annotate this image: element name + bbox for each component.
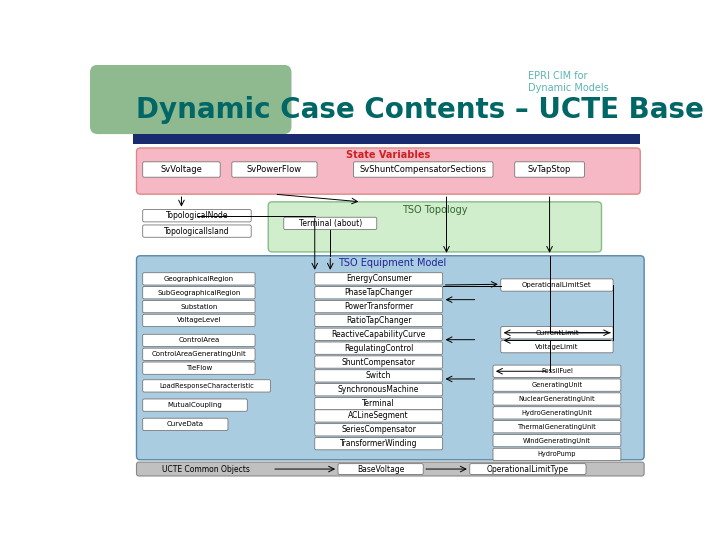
FancyBboxPatch shape xyxy=(500,279,613,291)
Text: VoltageLevel: VoltageLevel xyxy=(176,318,221,323)
FancyBboxPatch shape xyxy=(315,383,443,396)
Text: FossilFuel: FossilFuel xyxy=(541,368,573,374)
FancyBboxPatch shape xyxy=(143,162,220,177)
FancyBboxPatch shape xyxy=(354,162,493,177)
Text: RatioTapChanger: RatioTapChanger xyxy=(346,316,411,325)
FancyBboxPatch shape xyxy=(137,462,644,476)
FancyBboxPatch shape xyxy=(143,314,255,327)
FancyBboxPatch shape xyxy=(143,225,251,237)
Text: TransformerWinding: TransformerWinding xyxy=(340,439,418,448)
FancyBboxPatch shape xyxy=(232,162,317,177)
Text: SvShuntCompensatorSections: SvShuntCompensatorSections xyxy=(360,165,487,174)
FancyBboxPatch shape xyxy=(315,356,443,368)
FancyBboxPatch shape xyxy=(284,217,377,230)
Text: TSO Topology: TSO Topology xyxy=(402,205,467,214)
Text: OperationalLimitSet: OperationalLimitSet xyxy=(522,282,592,288)
Text: SvVoltage: SvVoltage xyxy=(161,165,202,174)
FancyBboxPatch shape xyxy=(315,370,443,382)
FancyBboxPatch shape xyxy=(493,434,621,447)
Text: ControlAreaGeneratingUnit: ControlAreaGeneratingUnit xyxy=(151,352,246,357)
FancyBboxPatch shape xyxy=(315,342,443,354)
Text: TSO Equipment Model: TSO Equipment Model xyxy=(338,259,446,268)
FancyBboxPatch shape xyxy=(315,397,443,410)
FancyBboxPatch shape xyxy=(137,148,640,194)
FancyBboxPatch shape xyxy=(137,256,644,460)
FancyBboxPatch shape xyxy=(269,202,601,252)
Text: GeographicalRegion: GeographicalRegion xyxy=(164,276,234,282)
FancyBboxPatch shape xyxy=(143,334,255,347)
FancyBboxPatch shape xyxy=(315,314,443,327)
Text: ThermalGeneratingUnit: ThermalGeneratingUnit xyxy=(518,424,596,430)
Text: SeriesCompensator: SeriesCompensator xyxy=(341,426,416,434)
Text: State Variables: State Variables xyxy=(346,150,431,160)
Text: TopologicalIsland: TopologicalIsland xyxy=(164,227,230,235)
FancyBboxPatch shape xyxy=(315,437,443,450)
Text: Switch: Switch xyxy=(366,372,392,380)
Text: ACLineSegment: ACLineSegment xyxy=(348,411,409,421)
FancyBboxPatch shape xyxy=(493,393,621,405)
Text: SubGeographicalRegion: SubGeographicalRegion xyxy=(157,290,240,296)
FancyBboxPatch shape xyxy=(143,380,271,392)
Text: CurveData: CurveData xyxy=(167,421,204,427)
FancyBboxPatch shape xyxy=(143,210,251,222)
FancyBboxPatch shape xyxy=(143,300,255,313)
Text: TieFlow: TieFlow xyxy=(186,365,212,371)
Text: MutualCoupling: MutualCoupling xyxy=(168,402,222,408)
Text: EPRI CIM for
Dynamic Models: EPRI CIM for Dynamic Models xyxy=(528,71,608,92)
Text: NuclearGeneratingUnit: NuclearGeneratingUnit xyxy=(518,396,595,402)
Text: EnergyConsumer: EnergyConsumer xyxy=(346,274,412,284)
Text: CurrentLimit: CurrentLimit xyxy=(535,330,579,336)
Text: ReactiveCapabilityCurve: ReactiveCapabilityCurve xyxy=(331,330,426,339)
FancyBboxPatch shape xyxy=(315,328,443,340)
Text: TopologicalNode: TopologicalNode xyxy=(166,211,228,220)
FancyBboxPatch shape xyxy=(143,399,248,411)
FancyBboxPatch shape xyxy=(315,273,443,285)
Text: BaseVoltage: BaseVoltage xyxy=(357,464,405,474)
Text: UCTE Common Objects: UCTE Common Objects xyxy=(162,464,250,474)
FancyBboxPatch shape xyxy=(315,287,443,299)
FancyBboxPatch shape xyxy=(493,365,621,377)
FancyBboxPatch shape xyxy=(143,273,255,285)
FancyBboxPatch shape xyxy=(493,407,621,419)
FancyBboxPatch shape xyxy=(143,287,255,299)
Text: Dynamic Case Contents – UCTE Base: Dynamic Case Contents – UCTE Base xyxy=(137,96,704,124)
Bar xyxy=(132,134,640,144)
Text: Substation: Substation xyxy=(180,303,217,309)
FancyBboxPatch shape xyxy=(315,423,443,436)
FancyBboxPatch shape xyxy=(500,327,613,339)
Text: RegulatingControl: RegulatingControl xyxy=(344,343,413,353)
Text: LoadResponseCharacteristic: LoadResponseCharacteristic xyxy=(159,383,254,389)
FancyBboxPatch shape xyxy=(493,421,621,433)
Text: Terminal (about): Terminal (about) xyxy=(299,219,362,228)
Text: HydroPump: HydroPump xyxy=(538,451,576,457)
Text: SvTapStop: SvTapStop xyxy=(528,165,571,174)
Text: GeneratingUnit: GeneratingUnit xyxy=(531,382,582,388)
FancyBboxPatch shape xyxy=(493,379,621,392)
Text: PhaseTapChanger: PhaseTapChanger xyxy=(344,288,413,297)
FancyBboxPatch shape xyxy=(338,464,423,475)
Text: VoltageLimit: VoltageLimit xyxy=(535,343,579,349)
FancyBboxPatch shape xyxy=(315,410,443,422)
FancyBboxPatch shape xyxy=(515,162,585,177)
Text: Terminal: Terminal xyxy=(362,399,395,408)
Text: PowerTransformer: PowerTransformer xyxy=(344,302,413,311)
Text: WindGeneratingUnit: WindGeneratingUnit xyxy=(523,437,591,443)
FancyBboxPatch shape xyxy=(143,348,255,361)
FancyBboxPatch shape xyxy=(493,448,621,461)
Text: ShuntCompensator: ShuntCompensator xyxy=(342,357,415,367)
Text: OperationalLimitType: OperationalLimitType xyxy=(487,464,569,474)
Text: SynchronousMachine: SynchronousMachine xyxy=(338,385,419,394)
FancyBboxPatch shape xyxy=(143,418,228,430)
Text: HydroGeneratingUnit: HydroGeneratingUnit xyxy=(521,410,593,416)
FancyBboxPatch shape xyxy=(90,65,292,134)
Text: ControlArea: ControlArea xyxy=(179,338,220,343)
FancyBboxPatch shape xyxy=(143,362,255,374)
FancyBboxPatch shape xyxy=(315,300,443,313)
FancyBboxPatch shape xyxy=(500,340,613,353)
Text: SvPowerFlow: SvPowerFlow xyxy=(247,165,302,174)
FancyBboxPatch shape xyxy=(469,464,586,475)
